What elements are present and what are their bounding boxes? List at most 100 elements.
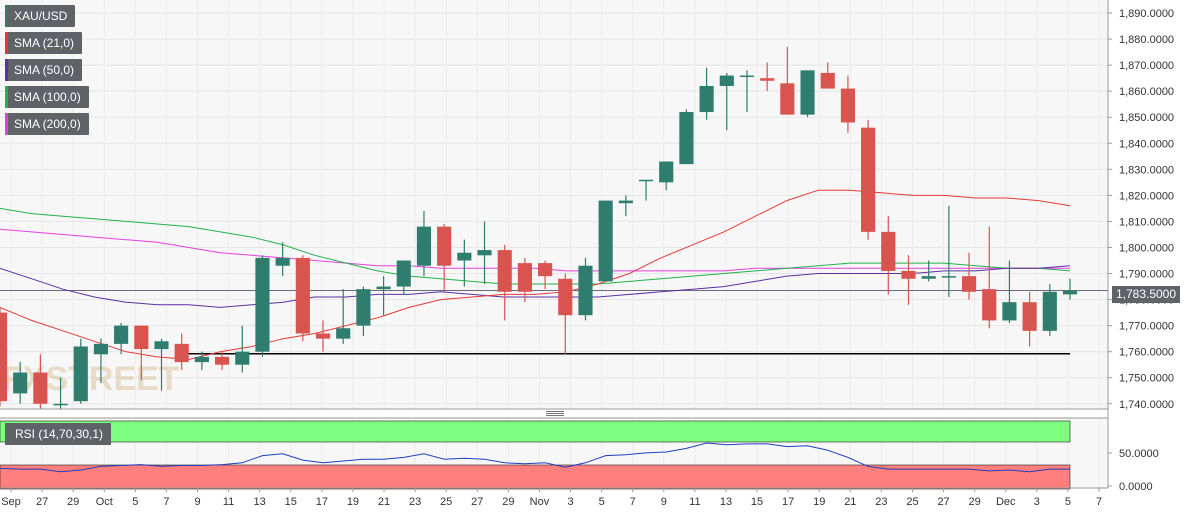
rsi-overbought-zone [0, 420, 1071, 443]
candle-body [336, 328, 351, 339]
pane-resize-handle[interactable] [546, 411, 564, 416]
rsi-line [0, 442, 1070, 473]
x-tick-label: 19 [347, 496, 359, 508]
x-tick-label: 3 [567, 496, 573, 508]
x-tick-label: 7 [630, 496, 636, 508]
candle-body [578, 265, 593, 316]
candle-body [538, 263, 553, 277]
candle-body [114, 325, 129, 344]
y-tick-label: 1,790.0000 [1119, 269, 1174, 281]
candle-body [457, 252, 472, 261]
legend-xauusd[interactable]: XAU/USD [5, 5, 76, 27]
candle-body [73, 346, 88, 402]
candle-body [497, 250, 512, 292]
candle-body [93, 343, 109, 355]
x-tick-label: 23 [875, 496, 887, 508]
candle-body [376, 286, 391, 290]
legend-label: XAU/USD [14, 9, 68, 23]
x-tick-label: 27 [937, 496, 949, 508]
rsi-tick-label: 50.0000 [1119, 448, 1159, 460]
y-tick-label: 1,890.0000 [1119, 8, 1174, 20]
candle-body [315, 333, 331, 339]
x-tick-label: 9 [661, 496, 667, 508]
x-tick-label: 21 [844, 496, 856, 508]
x-tick-label: Nov [530, 496, 550, 508]
candle-body [679, 112, 694, 165]
candle-body [517, 263, 532, 292]
x-tick-label: 13 [720, 496, 732, 508]
x-tick-label: 23 [409, 496, 421, 508]
candle-body [739, 75, 755, 78]
candle-body [618, 200, 633, 204]
x-tick-label: 5 [1065, 496, 1071, 508]
current-price-tag: 1,783.5000 [1112, 286, 1180, 303]
candle-body [901, 270, 916, 279]
x-tick-label: 13 [254, 496, 266, 508]
legend-rsi[interactable]: RSI (14,70,30,1) [5, 423, 112, 445]
candle-body [154, 341, 169, 350]
y-tick-label: 1,750.0000 [1119, 373, 1174, 385]
y-tick-label: 1,800.0000 [1119, 242, 1174, 254]
legend-swatch [5, 32, 8, 54]
candle-body [941, 276, 956, 278]
x-tick-label: 11 [689, 496, 700, 508]
x-tick-label: 11 [223, 496, 234, 508]
x-tick-label: 29 [969, 496, 981, 508]
legend-sma21[interactable]: SMA (21,0) [5, 32, 83, 54]
sma50-line [0, 265, 1071, 308]
legend-swatch [5, 113, 8, 135]
x-tick-label: 7 [163, 496, 169, 508]
x-tick-label: 25 [440, 496, 452, 508]
candle-body [53, 403, 68, 406]
x-tick-label: 27 [36, 496, 48, 508]
candle-body [861, 127, 876, 232]
price-pane-bg [0, 0, 1108, 409]
legend-swatch [5, 59, 8, 81]
y-tick-label: 1,820.0000 [1119, 190, 1174, 202]
legend-swatch [5, 86, 8, 108]
candle-body [255, 257, 270, 352]
candle-body [719, 75, 734, 86]
candle-body [780, 83, 795, 115]
candle-body [174, 343, 189, 363]
x-tick-label: 17 [316, 496, 328, 508]
candle-body [921, 276, 936, 279]
y-tick-label: 1,840.0000 [1119, 138, 1174, 150]
candle-body [0, 312, 8, 402]
y-tick-label: 1,870.0000 [1119, 60, 1174, 72]
candle-body [1002, 302, 1017, 321]
candle-body [275, 257, 290, 266]
legend-sma200[interactable]: SMA (200,0) [5, 113, 89, 135]
candle-body [840, 88, 855, 123]
candle-body [356, 289, 371, 326]
x-tick-label: 29 [67, 496, 79, 508]
y-tick-label: 1,830.0000 [1119, 164, 1174, 176]
legend-label: RSI (14,70,30,1) [15, 427, 104, 441]
candle-body [1022, 302, 1037, 331]
x-tick-label: Oct [96, 496, 113, 508]
y-tick-label: 1,760.0000 [1119, 347, 1174, 359]
y-tick-label: 1,880.0000 [1119, 34, 1174, 46]
candle-body [638, 179, 654, 182]
x-tick-label: 21 [378, 496, 390, 508]
legend-label: SMA (50,0) [14, 63, 75, 77]
y-tick-label: 1,810.0000 [1119, 216, 1174, 228]
x-tick-label: 15 [751, 496, 763, 508]
legend-sma50[interactable]: SMA (50,0) [5, 59, 83, 81]
x-tick-label: 15 [285, 496, 297, 508]
candle-body [33, 372, 48, 404]
candle-body [699, 85, 714, 113]
legend-sma100[interactable]: SMA (100,0) [5, 86, 89, 108]
candle-body [416, 226, 432, 266]
x-tick-label: 7 [1096, 496, 1102, 508]
candle-body [134, 325, 149, 350]
legend-label: SMA (100,0) [14, 90, 81, 104]
candle-body [13, 372, 28, 394]
x-tick-label: 25 [906, 496, 918, 508]
candle-body [982, 289, 997, 321]
candle-body [194, 356, 209, 363]
x-tick-label: 19 [813, 496, 825, 508]
legend-swatch [5, 5, 8, 27]
candle-body [558, 278, 573, 316]
